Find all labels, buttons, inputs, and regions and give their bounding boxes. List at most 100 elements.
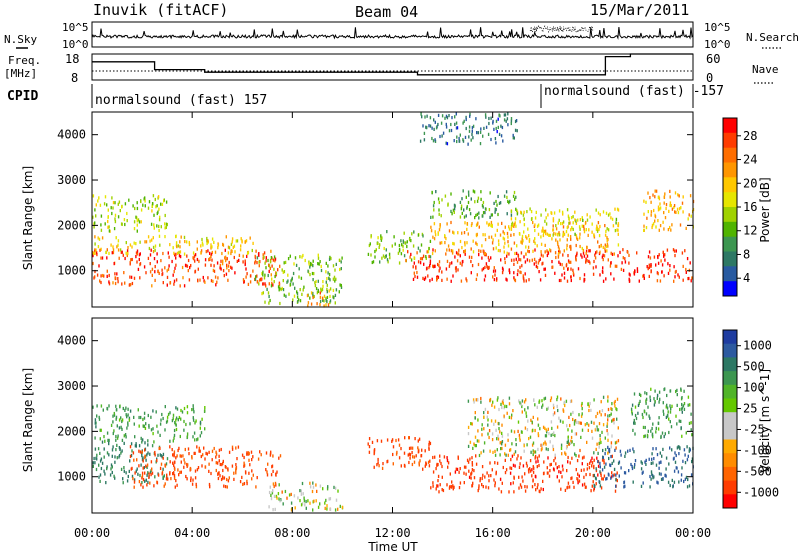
scatter-cell: [269, 266, 271, 270]
scatter-cell: [99, 451, 101, 455]
scatter-cell: [594, 253, 596, 257]
scatter-cell: [658, 197, 661, 201]
scatter-cell: [527, 406, 529, 410]
scatter-cell: [567, 225, 569, 229]
scatter-cell: [128, 283, 131, 287]
scatter-cell: [385, 248, 387, 252]
scatter-cell: [147, 451, 149, 455]
scatter-cell: [610, 216, 612, 220]
scatter-cell: [470, 472, 472, 476]
scatter-cell: [483, 278, 486, 282]
scatter-cell: [465, 115, 467, 119]
scatter-cell: [589, 249, 591, 253]
scatter-cell: [211, 258, 213, 262]
scatter-cell: [502, 402, 504, 406]
scatter-cell: [92, 215, 94, 219]
scatter-cell: [472, 124, 475, 128]
scatter-cell: [246, 254, 248, 258]
scatter-cell: [403, 231, 405, 235]
scatter-cell: [613, 459, 615, 463]
scatter-cell: [466, 206, 468, 210]
scatter-cell: [93, 456, 95, 461]
scatter-cell: [512, 409, 514, 413]
scatter-cell: [181, 265, 184, 270]
scatter-cell: [618, 474, 620, 478]
scatter-cell: [642, 470, 644, 474]
scatter-cell: [452, 208, 455, 212]
scatter-cell: [561, 452, 563, 456]
scatter-cell: [645, 200, 647, 204]
scatter-cell: [290, 501, 293, 505]
scatter-cell: [516, 212, 519, 216]
scatter-cell: [548, 474, 551, 478]
scatter-cell: [145, 458, 147, 462]
scatter-cell: [440, 214, 442, 218]
scatter-cell: [650, 461, 652, 465]
scatter-cell: [312, 278, 314, 282]
scatter-cell: [513, 276, 515, 280]
scatter-cell: [602, 258, 604, 262]
scatter-cell: [126, 211, 128, 216]
scatter-cell: [617, 223, 619, 228]
scatter-cell: [506, 254, 508, 258]
scatter-cell: [685, 267, 687, 272]
scatter-cell: [169, 243, 171, 247]
scatter-cell: [227, 251, 230, 255]
scatter-cell: [107, 219, 109, 224]
scatter-cell: [683, 407, 686, 411]
scatter-cell: [674, 191, 677, 195]
scatter-cell: [525, 398, 527, 402]
scatter-cell: [569, 423, 571, 428]
scatter-cell: [506, 251, 508, 255]
scatter-cell: [139, 450, 142, 454]
scatter-cell: [261, 292, 263, 296]
scatter-cell: [114, 281, 117, 286]
scatter-cell: [221, 251, 223, 256]
scatter-cell: [551, 211, 553, 215]
scatter-cell: [312, 481, 314, 485]
scatter-cell: [503, 237, 506, 241]
scatter-cell: [122, 253, 124, 257]
scatter-cell: [159, 433, 161, 437]
scatter-cell: [595, 482, 597, 486]
scatter-cell: [671, 223, 673, 227]
scatter-cell: [337, 489, 339, 493]
scatter-cell: [503, 113, 506, 117]
scatter-cell: [483, 441, 486, 445]
scatter-cell: [151, 267, 154, 271]
scatter-cell: [550, 462, 552, 466]
scatter-cell: [496, 203, 498, 207]
scatter-cell: [523, 255, 525, 259]
scatter-cell: [528, 234, 530, 238]
scatter-cell: [687, 477, 689, 482]
scatter-cell: [481, 465, 484, 469]
scatter-cell: [246, 451, 248, 455]
scatter-cell: [227, 245, 230, 249]
scatter-cell: [407, 453, 409, 457]
scatter-cell: [398, 456, 401, 460]
scatter-cell: [471, 264, 474, 268]
scatter-cell: [537, 447, 539, 451]
scatter-cell: [472, 446, 474, 450]
scatter-cell: [160, 259, 162, 263]
scatter-cell: [669, 268, 671, 272]
scatter-cell: [249, 280, 252, 284]
scatter-cell: [519, 265, 521, 269]
scatter-cell: [183, 419, 185, 424]
scatter-cell: [322, 298, 324, 302]
scatter-cell: [142, 466, 144, 470]
scatter-cell: [193, 254, 196, 258]
colorbar-swatch: [723, 480, 737, 495]
scatter-cell: [520, 270, 522, 275]
scatter-cell: [690, 473, 693, 477]
scatter-cell: [169, 439, 171, 443]
scatter-cell: [446, 456, 448, 460]
scatter-cell: [120, 467, 123, 471]
scatter-cell: [317, 279, 319, 283]
scatter-cell: [678, 419, 680, 423]
scatter-cell: [111, 454, 113, 458]
scatter-cell: [490, 137, 492, 142]
scatter-cell: [546, 471, 549, 475]
scatter-cell: [494, 449, 496, 453]
scatter-cell: [268, 282, 270, 286]
